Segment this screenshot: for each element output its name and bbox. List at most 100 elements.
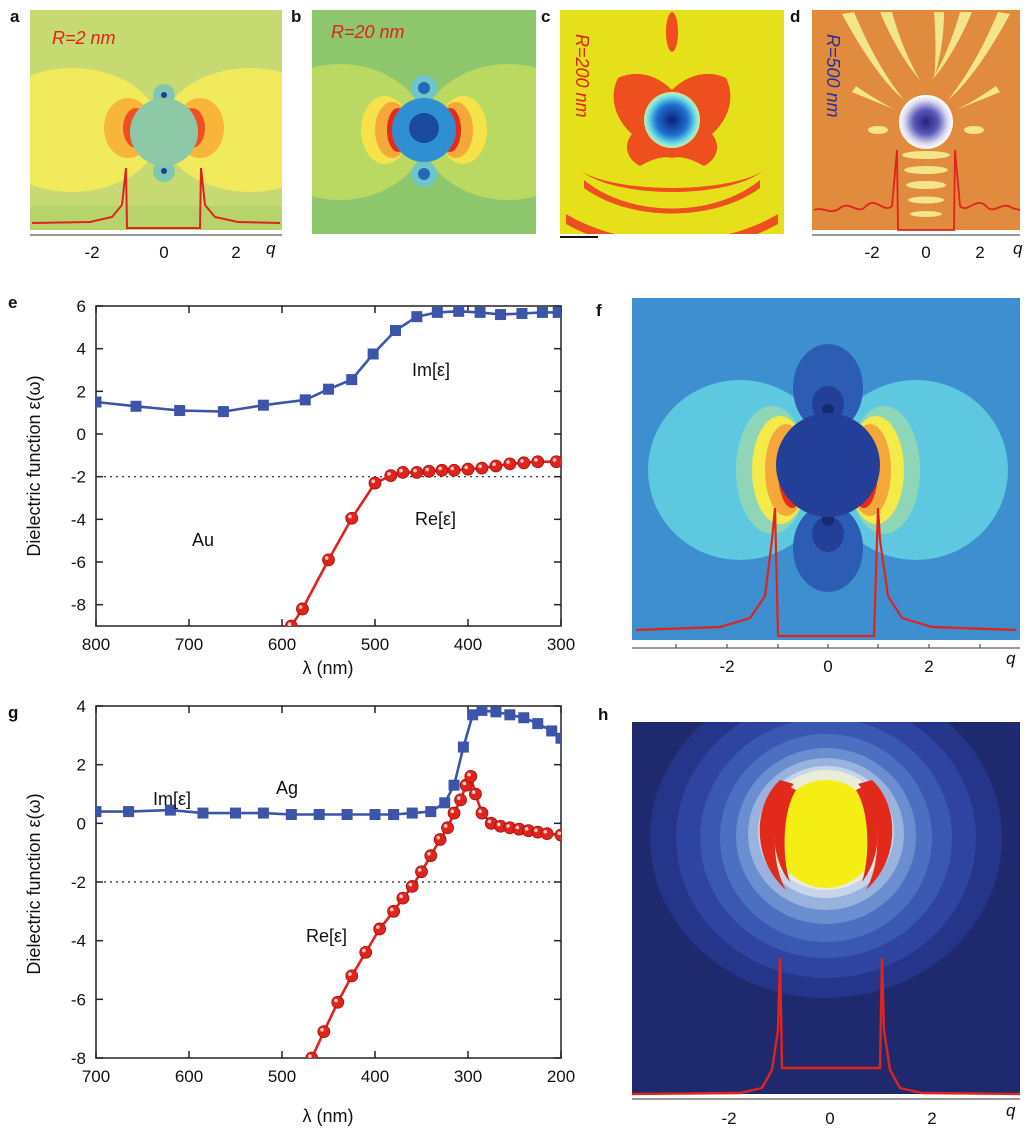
- chart-e-re-point: [489, 459, 503, 473]
- chart-g-annotation-re: Re[ε]: [306, 926, 347, 946]
- chart-g-re-point: [415, 865, 428, 879]
- chart-g-re-point-highlight: [334, 998, 338, 1003]
- chart-e-im-point: [174, 405, 186, 417]
- chart-g-xtick-label: 400: [361, 1067, 389, 1086]
- chart-e-re-point: [410, 465, 424, 479]
- chart-e-re-point-highlight: [399, 468, 403, 473]
- chart-g-re-point: [396, 891, 410, 905]
- chart-e-re-point: [345, 511, 359, 525]
- chart-g-im-point: [532, 718, 544, 730]
- chart-g-xtick-label: 600: [175, 1067, 203, 1086]
- chart-e-re-point-highlight: [298, 605, 303, 609]
- chart-g-re-point-highlight: [399, 894, 403, 899]
- chart-g-re-point-highlight: [376, 925, 380, 929]
- chart-e-im-point: [431, 306, 443, 318]
- chart-e-xtick-label: 800: [82, 635, 110, 654]
- chart-e-ytick-label: 6: [77, 297, 86, 316]
- q-axis-f: -2 0 2 q: [632, 644, 1020, 676]
- chart-g-re-point-highlight: [467, 772, 471, 777]
- q-tick-f-neg2: -2: [719, 657, 734, 676]
- chart-g-re-point-highlight: [487, 819, 492, 824]
- chart-e-re-point: [396, 465, 410, 479]
- radius-label-a: R=2 nm: [52, 28, 116, 48]
- chart-e-plot-area: [96, 306, 561, 626]
- chart-g-annotation-metal: Ag: [276, 778, 298, 798]
- chart-g-xtick-label: 500: [268, 1067, 296, 1086]
- chart-g-re-point: [554, 828, 561, 842]
- chart-e-annotation-re: Re[ε]: [415, 509, 456, 529]
- field-map-b: [312, 10, 536, 234]
- chart-g-re-point-highlight: [390, 907, 394, 912]
- chart-e-ytick-label: -6: [71, 553, 86, 572]
- chart-g-ytick-label: 0: [77, 814, 86, 833]
- chart-g-re-point: [359, 946, 373, 959]
- q-axis-h: -2 0 2 q: [632, 1098, 1020, 1128]
- chart-e-im-point: [346, 374, 358, 386]
- chart-e-im-point: [257, 399, 269, 411]
- chart-g-im-point: [369, 809, 381, 821]
- chart-g-re-point-highlight: [408, 882, 413, 887]
- chart-e-ylabel: Dielectric function ε(ω): [24, 375, 44, 556]
- chart-e-re-point-highlight: [348, 514, 352, 519]
- chart-g-re-point-highlight: [450, 809, 455, 814]
- chart-e-re-point: [384, 469, 398, 483]
- chart-g-re-point-highlight: [308, 1054, 312, 1058]
- chart-e-re-point-highlight: [450, 466, 455, 471]
- chart-e-re-point: [447, 463, 461, 477]
- field-map-d: [812, 10, 1020, 230]
- q-tick-a-0: 0: [159, 243, 168, 262]
- chart-g-im-point: [457, 741, 469, 753]
- chart-g-im-point: [257, 807, 269, 819]
- chart-g-re-point: [454, 793, 467, 807]
- chart-g-re-point-highlight: [524, 827, 529, 831]
- q-label-h: q: [1006, 1101, 1016, 1120]
- chart-e-xtick-label: 600: [268, 635, 296, 654]
- panel-label-d: d: [790, 7, 800, 26]
- chart-g-re-point: [540, 827, 554, 840]
- chart-g-re-point: [387, 904, 401, 918]
- chart-e-re-point: [422, 464, 436, 478]
- chart-e-im-point: [367, 348, 379, 360]
- chart-g-xlabel: λ (nm): [303, 1106, 354, 1126]
- chart-g-re-point-highlight: [462, 781, 467, 786]
- chart-g-xtick-label: 700: [82, 1067, 110, 1086]
- chart-e-re-point-highlight: [387, 472, 391, 476]
- chart-e-re-point: [296, 602, 309, 616]
- chart-e-xlabel: λ (nm): [303, 658, 354, 678]
- q-tick-d-neg2: -2: [864, 243, 879, 262]
- chart-g-re-point-highlight: [534, 828, 538, 833]
- chart-e-im-point: [299, 394, 311, 406]
- chart-g-re-point: [373, 922, 387, 936]
- chart-g-ytick-label: 2: [77, 756, 86, 775]
- chart-e-re-point: [461, 462, 475, 476]
- chart-g-xtick-label: 200: [547, 1067, 575, 1086]
- chart-e-re-point-highlight: [506, 460, 510, 464]
- chart-e-im-point: [411, 311, 423, 323]
- chart-e-re-point: [517, 456, 531, 470]
- chart-e-annotation-metal: Au: [192, 530, 214, 550]
- q-tick-d-0: 0: [921, 243, 930, 262]
- field-map-h: [632, 722, 1020, 1094]
- chart-e-im-point: [96, 396, 102, 408]
- chart-e-re-point: [475, 461, 489, 475]
- chart-e-re-point: [322, 553, 335, 567]
- chart-g-im-point: [96, 806, 102, 818]
- chart-e-im-point: [217, 406, 229, 418]
- panel-label-a: a: [10, 7, 20, 26]
- panel-label-b: b: [291, 7, 301, 26]
- profile-curve-h: [631, 957, 1021, 1096]
- chart-g-re-point: [345, 969, 359, 983]
- profile-curve-a: [31, 167, 281, 229]
- panel-label-h: h: [598, 705, 608, 724]
- chart-e-re-point: [435, 463, 449, 477]
- radius-label-b: R=20 nm: [331, 22, 405, 42]
- panel-label-e: e: [8, 293, 17, 312]
- chart-g-im-point: [439, 797, 451, 809]
- panel-label-c: c: [541, 7, 550, 26]
- chart-g-im-point: [197, 807, 209, 819]
- chart-e-re-point-highlight: [464, 465, 469, 470]
- chart-e-series-im-line: [96, 309, 559, 413]
- chart-g-re-point: [441, 821, 454, 835]
- chart-e-xtick-label: 300: [547, 635, 575, 654]
